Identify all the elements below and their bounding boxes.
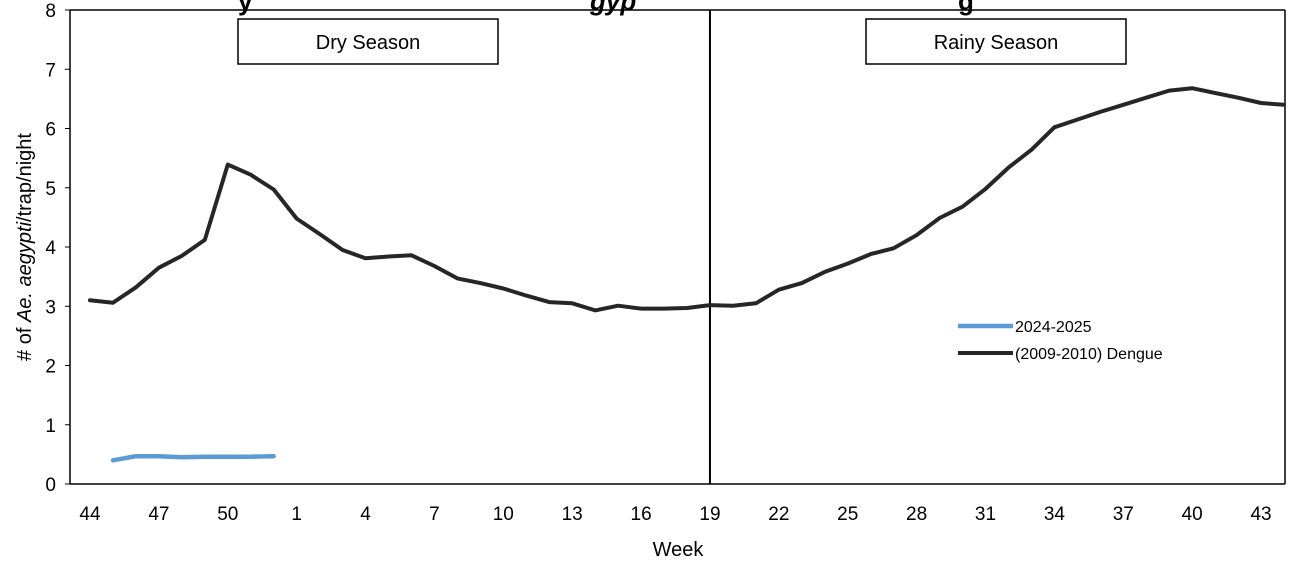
x-tick-label: 37 [1113, 504, 1134, 525]
x-tick-label: 4 [360, 504, 371, 525]
x-axis-title: Week [653, 539, 705, 561]
y-tick-label: 7 [45, 60, 56, 81]
y-tick-label: 2 [45, 357, 56, 378]
x-tick-label: 43 [1250, 504, 1271, 525]
rainy-season-box [865, 18, 1127, 65]
y-axis-title-suffix: /trap/night [14, 133, 36, 222]
x-tick-label: 16 [631, 504, 652, 525]
series-line-2024-2025 [110, 453, 276, 463]
x-tick-label: 44 [79, 504, 101, 525]
rainy-season-text: Rainy Season [934, 32, 1059, 54]
dry-season-text: Dry Season [316, 32, 421, 54]
x-tick-label: 10 [493, 504, 514, 525]
x-tick-label: 31 [975, 504, 996, 525]
y-tick-label: 3 [45, 297, 56, 318]
x-tick-label: 28 [906, 504, 927, 525]
y-axis-title: # of Ae. aegypti/trap/night [14, 133, 36, 361]
legend-label-2024-2025: 2024-2025 [1015, 319, 1092, 336]
x-tick-label: 13 [562, 504, 583, 525]
x-tick-label: 50 [217, 504, 238, 525]
y-tick-label: 5 [45, 179, 56, 200]
x-tick-label: 1 [291, 504, 302, 525]
series-line-2009-2010-dengue [88, 86, 1286, 313]
y-axis-title-italic: Ae. aegypti [14, 221, 36, 323]
y-tick-label: 6 [45, 120, 56, 141]
legend-label-2009-2010-dengue: (2009-2010) Dengue [1015, 346, 1163, 363]
y-axis-title-prefix: # of [14, 322, 36, 361]
x-tick-label: 34 [1044, 504, 1066, 525]
x-axis-ticks: 44 47 50 1 4 7 10 13 16 19 22 25 28 31 34 37 40 43 [79, 504, 1271, 525]
rainy-season-label: Rainy Season [865, 18, 1127, 65]
x-tick-label: 40 [1182, 504, 1203, 525]
plot-area [69, 9, 1286, 485]
chart-title: y gyp g [238, 0, 974, 16]
x-tick-label: 25 [837, 504, 858, 525]
title-fragment-middle: gyp [589, 0, 636, 16]
title-fragment-end: g [958, 0, 974, 16]
x-tick-label: 7 [429, 504, 440, 525]
y-axis-ticks: 0 1 2 3 4 5 6 7 8 [45, 1, 70, 496]
legend: 2024-2025 (2009-2010) Dengue [958, 319, 1163, 363]
y-tick-label: 0 [45, 475, 56, 496]
dry-season-label: Dry Season [237, 18, 499, 65]
y-tick-label: 4 [45, 238, 56, 259]
y-tick-label: 1 [45, 416, 56, 437]
y-tick-label: 8 [45, 1, 56, 22]
x-tick-label: 19 [699, 504, 720, 525]
x-tick-label: 22 [768, 504, 789, 525]
dry-season-box [237, 18, 499, 65]
x-tick-label: 47 [148, 504, 169, 525]
title-fragment-start: y [238, 0, 253, 16]
